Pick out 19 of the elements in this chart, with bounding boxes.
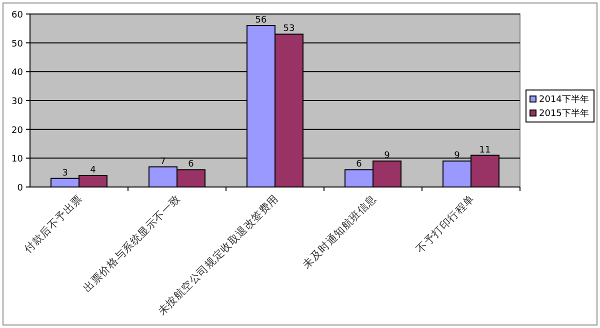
data-label: 3	[62, 168, 68, 178]
data-label: 53	[283, 24, 295, 34]
x-tick-label: 未及时通知航班信息	[300, 192, 380, 272]
data-label: 6	[188, 160, 194, 170]
yticks[4]: 40	[12, 68, 23, 78]
yticks[5]: 50	[12, 39, 23, 50]
data-label: 11	[479, 145, 491, 156]
data-label: 6	[356, 160, 362, 170]
yticks[2]: 20	[12, 126, 23, 136]
yticks[0]: 0	[17, 184, 23, 194]
legend-label: 2014下半年	[539, 94, 589, 105]
yticks[1]: 10	[12, 154, 23, 165]
yticks[6]: 60	[12, 10, 23, 20]
data-label: 4	[90, 165, 96, 176]
x-tick-label: 不予打印行程单	[413, 192, 478, 256]
legend-label: 2015下半年	[539, 108, 589, 119]
data-label: 56	[255, 16, 267, 26]
yticks[3]: 30	[12, 97, 23, 107]
x-tick-label: 付款后不予出票	[21, 192, 86, 256]
